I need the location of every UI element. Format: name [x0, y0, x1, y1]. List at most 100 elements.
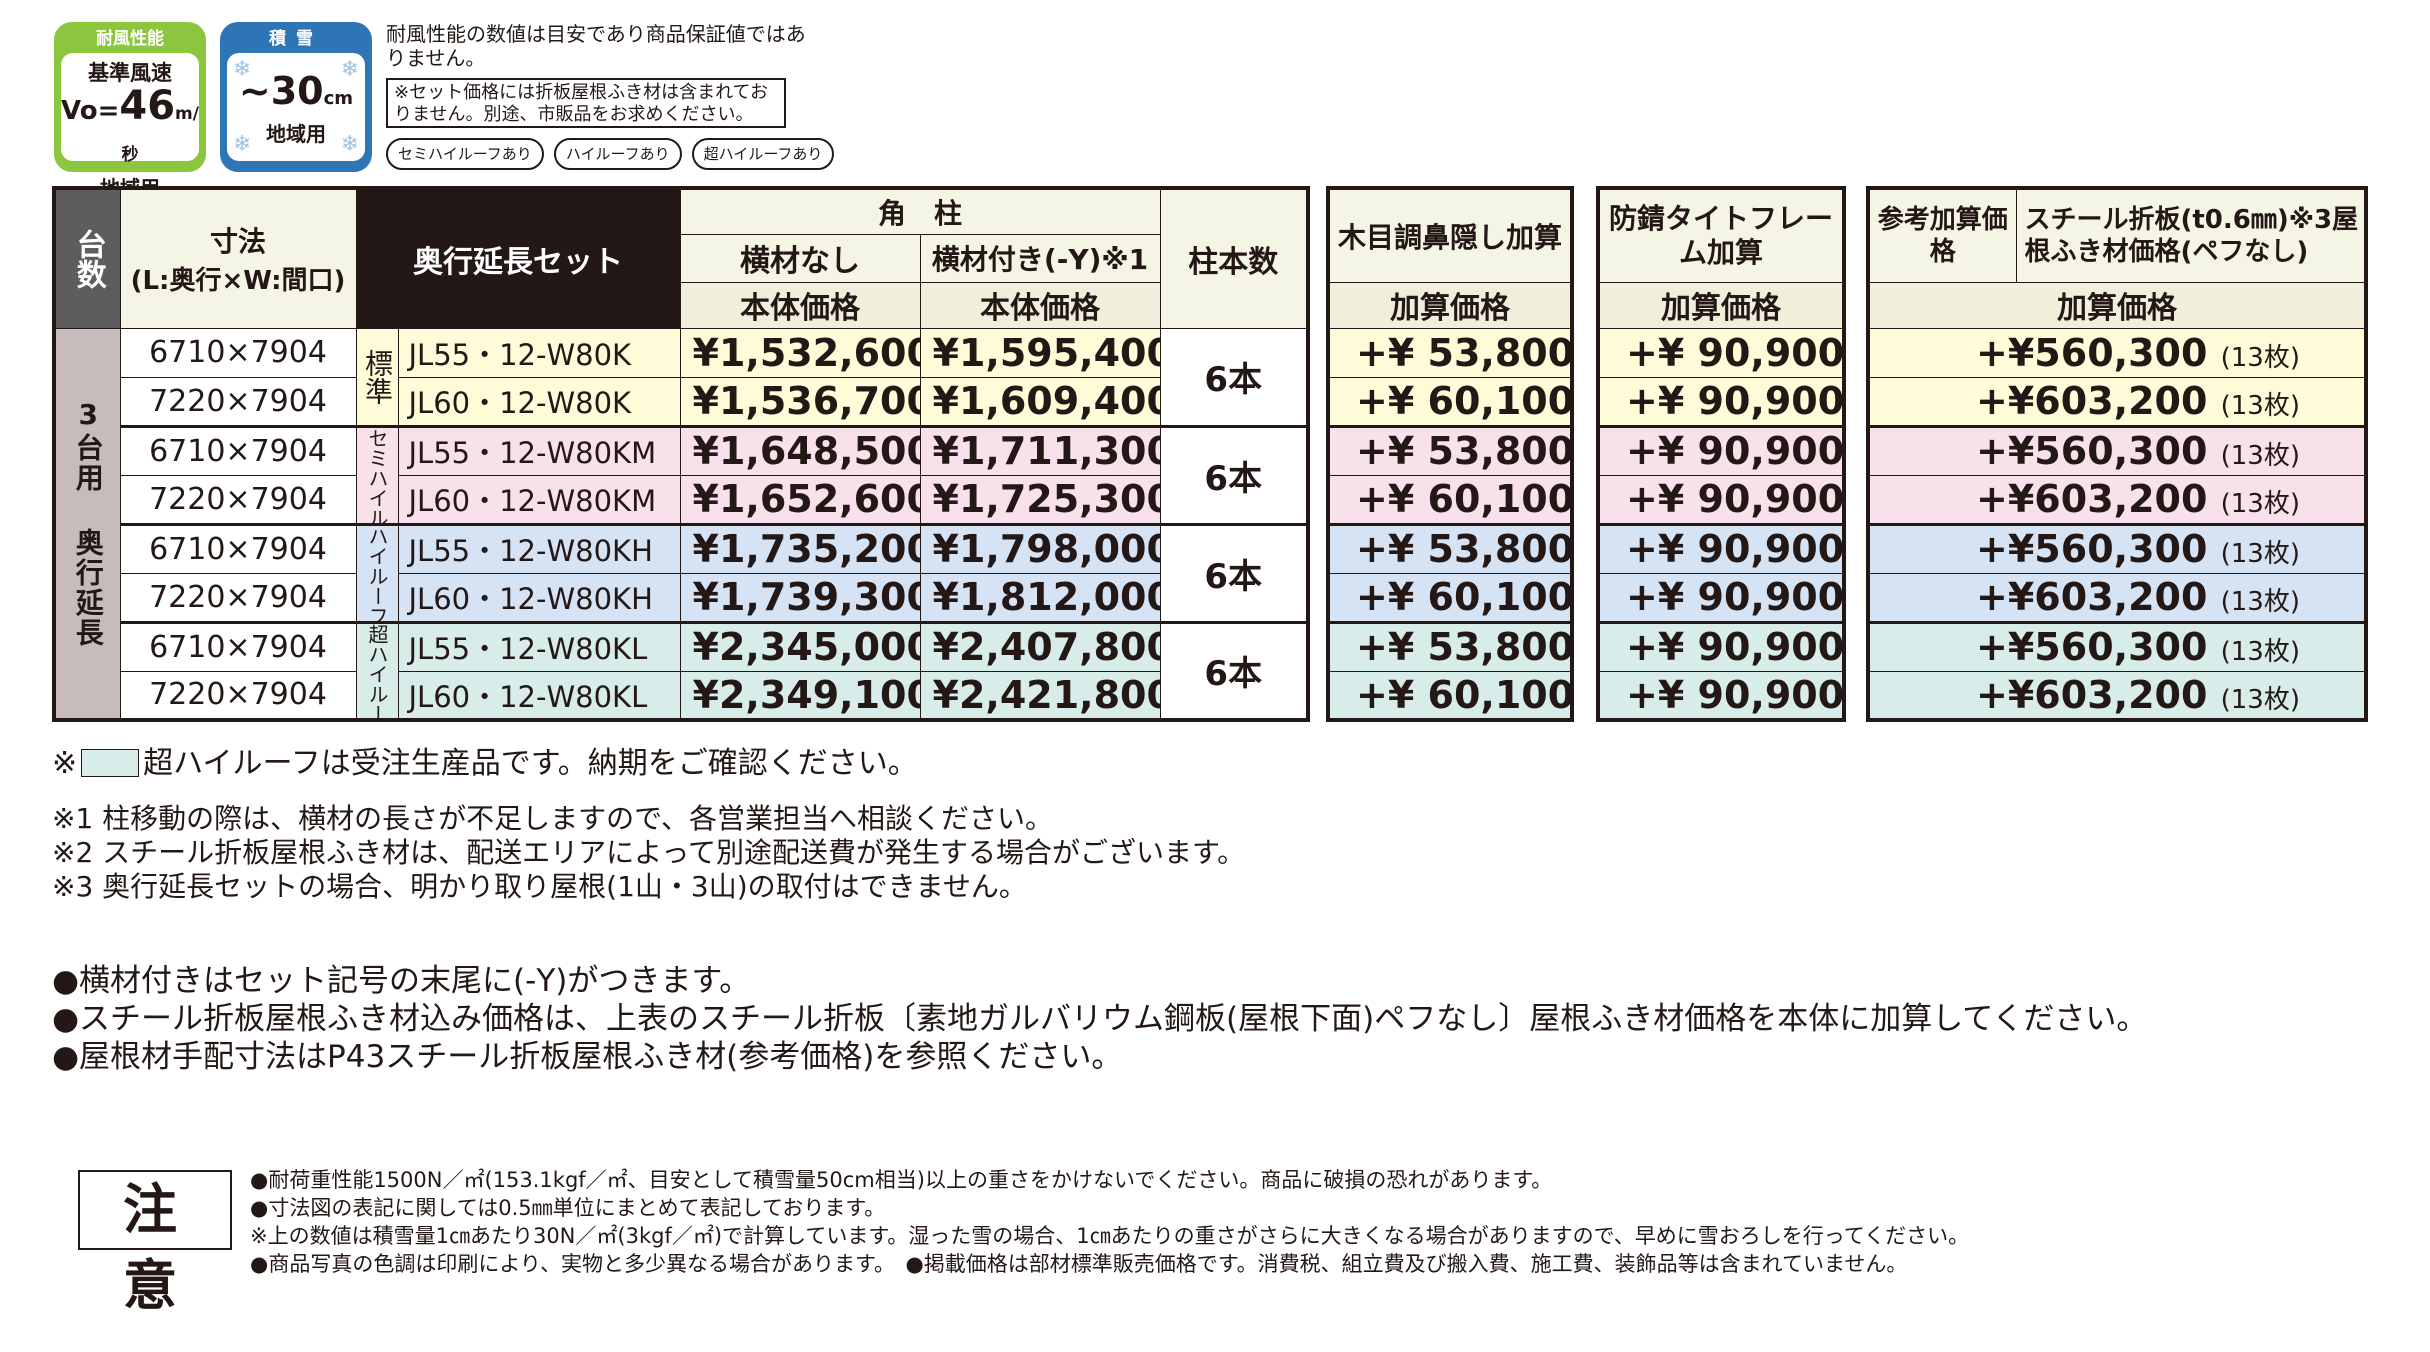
steel-roof-price-cell: +¥603,200 (13枚)	[1867, 376, 2367, 427]
steel-roof-price: +¥603,200	[1976, 379, 2208, 423]
price-with-beam: ¥1,595,400	[919, 327, 1161, 378]
rust-frame-sub-header: 加算価格	[1597, 281, 1845, 329]
steel-roof-price-cell: +¥603,200 (13枚)	[1867, 474, 2367, 525]
header-square-post: 角 柱	[679, 187, 1161, 235]
set-code: JL55・12-W80KM	[397, 424, 681, 476]
steel-roof-price: +¥603,200	[1976, 477, 2208, 521]
post-count: 6本	[1159, 327, 1309, 427]
price-no-beam: ¥2,345,000	[679, 620, 921, 672]
header-dimensions-sub: (L:奥行×W:間口)	[130, 266, 346, 297]
reference-price-label: 参考加算価格	[1867, 187, 2017, 283]
wood-trim-sub-header: 加算価格	[1327, 281, 1573, 329]
header-dimensions-title: 寸法	[209, 225, 266, 259]
snow-badge-caption: 積雪	[269, 29, 323, 49]
steel-roof-qty: (13枚)	[2220, 637, 2300, 667]
set-code: JL55・12-W80K	[397, 327, 681, 378]
color-swatch	[81, 748, 140, 777]
set-code: JL60・12-W80K	[397, 376, 681, 427]
price-no-beam: ¥1,536,700	[679, 376, 921, 427]
roof-type-label: 超ハイルーフ	[355, 620, 399, 721]
dimension-cell: 7220×7904	[119, 376, 357, 427]
roof-type-label: ハイルーフ	[355, 522, 399, 623]
steel-roof-price-cell: +¥603,200 (13枚)	[1867, 572, 2367, 623]
tag-semi-high-roof: セミハイルーフあり	[386, 138, 544, 170]
bullet-note-3: ●屋根材手配寸法はP43スチール折板屋根ふき材(参考価格)を参照ください。	[52, 1039, 1123, 1075]
wood-trim-table: 木目調鼻隠し加算 加算価格 +¥ 53,800 +¥ 60,100 +¥ 53,…	[1326, 186, 1574, 722]
super-high-roof-note: ※ 超ハイルーフは受注生産品です。納期をご確認ください。	[52, 746, 918, 781]
main-price-table: 台数 寸法 (L:奥行×W:間口) 奥行延長セット 角 柱 柱本数 横材なし 横材…	[52, 186, 1311, 722]
set-code: JL55・12-W80KH	[397, 522, 681, 574]
rust-frame-price: +¥ 90,900	[1597, 620, 1845, 672]
steel-roof-price-cell: +¥560,300 (13枚)	[1867, 522, 2367, 574]
set-code: JL60・12-W80KL	[397, 670, 681, 721]
header-dimensions: 寸法 (L:奥行×W:間口)	[119, 187, 357, 329]
steel-roof-qty: (13枚)	[2220, 391, 2300, 421]
caution-note-1: ●耐荷重性能1500N／㎡(153.1kgf／㎡、目安として積雪量50cm相当)…	[250, 1168, 1553, 1192]
wind-badge-value-line: Vo=46m/秒	[61, 86, 199, 174]
snowflake-icon: ❄	[233, 57, 252, 82]
price-with-beam: ¥1,609,400	[919, 376, 1161, 427]
rust-frame-price: +¥ 90,900	[1597, 424, 1845, 476]
price-no-beam: ¥1,739,300	[679, 572, 921, 623]
post-count: 6本	[1159, 424, 1309, 525]
steel-roof-price-cell: +¥560,300 (13枚)	[1867, 327, 2367, 378]
caution-note-3: ※上の数値は積雪量1㎝あたり30N／㎡(3kgf／㎡)で計算しています。湿った雪…	[250, 1224, 1970, 1248]
header-post-count: 柱本数	[1159, 187, 1309, 329]
wood-trim-price: +¥ 60,100	[1327, 474, 1573, 525]
footnotes: ※1 柱移動の際は、横材の長さが不足しますので、各営業担当へ相談ください。 ※2…	[52, 802, 1245, 904]
wood-trim-price: +¥ 53,800	[1327, 522, 1573, 574]
rust-frame-header: 防錆タイトフレーム加算	[1597, 187, 1845, 283]
snow-badge-line3: 地域用	[266, 122, 326, 146]
bullet-note-1: ●横材付きはセット記号の末尾に(-Y)がつきます。	[52, 963, 751, 999]
steel-roof-qty: (13枚)	[2220, 441, 2300, 471]
tag-high-roof: ハイルーフあり	[553, 138, 682, 170]
header-units: 台数	[53, 187, 121, 329]
caution-note-4: ●商品写真の色調は印刷により、実物と多少異なる場合があります。 ●掲載価格は部材…	[250, 1252, 1908, 1276]
wood-trim-price: +¥ 60,100	[1327, 376, 1573, 427]
steel-roof-price-cell: +¥560,300 (13枚)	[1867, 424, 2367, 476]
snowflake-icon: ❄	[340, 132, 359, 157]
steel-roof-price: +¥560,300	[1976, 625, 2208, 669]
roof-material-notice: ※セット価格には折板屋根ふき材は含まれておりません。別途、市販品をお求めください…	[386, 78, 786, 128]
footnote-2: ※2 スチール折板屋根ふき材は、配送エリアによって別途配送費が発生する場合がござ…	[52, 836, 1246, 869]
steel-roof-price: +¥560,300	[1976, 527, 2208, 571]
roof-option-tags: セミハイルーフあり ハイルーフあり 超ハイルーフあり	[386, 138, 835, 170]
snow-value: ~30	[238, 69, 324, 113]
rust-frame-price: +¥ 90,900	[1597, 474, 1845, 525]
wind-unit: m/秒	[121, 104, 199, 165]
steel-roof-price: +¥603,200	[1976, 672, 2208, 717]
steel-roof-price: +¥560,300	[1976, 429, 2208, 473]
steel-roof-qty: (13枚)	[2220, 684, 2300, 715]
steel-roof-price-cell: +¥560,300 (13枚)	[1867, 620, 2367, 672]
bullet-note-2: ●スチール折板屋根ふき材込み価格は、上表のスチール折板〔素地ガルバリウム鋼板(屋…	[52, 1001, 2148, 1037]
steel-roof-qty: (13枚)	[2220, 489, 2300, 519]
price-no-beam: ¥2,349,100	[679, 670, 921, 721]
footnote-3: ※3 奥行延長セットの場合、明かり取り屋根(1山・3山)の取付はできません。	[52, 870, 1027, 903]
post-count: 6本	[1159, 620, 1309, 721]
roof-type-label: 標準	[355, 327, 399, 427]
footnote-1: ※1 柱移動の際は、横材の長さが不足しますので、各営業担当へ相談ください。	[52, 802, 1054, 835]
rust-frame-price: +¥ 90,900	[1597, 327, 1845, 378]
caution-notes: ●耐荷重性能1500N／㎡(153.1kgf／㎡、目安として積雪量50cm相当)…	[250, 1166, 1969, 1278]
price-no-beam: ¥1,652,600	[679, 474, 921, 525]
caution-title: 注 意	[78, 1170, 232, 1317]
set-code: JL55・12-W80KL	[397, 620, 681, 672]
price-with-beam: ¥1,711,300	[919, 424, 1161, 476]
header-base-price: 本体価格	[919, 281, 1161, 329]
dimension-cell: 6710×7904	[119, 522, 357, 574]
rust-frame-price: +¥ 90,900	[1597, 376, 1845, 427]
snow-load-badge: 積雪 ❄ ❄ ❄ ❄ ~30cm 地域用	[220, 22, 372, 172]
wood-trim-header: 木目調鼻隠し加算	[1327, 187, 1573, 283]
caution-note-2: ●寸法図の表記に関しては0.5㎜単位にまとめて表記しております。	[250, 1196, 886, 1220]
dimension-cell: 7220×7904	[119, 670, 357, 721]
price-no-beam: ¥1,648,500	[679, 424, 921, 476]
roof-type-label: セミハイルーフ	[355, 424, 399, 525]
wood-trim-price: +¥ 60,100	[1327, 670, 1573, 721]
wood-trim-price: +¥ 53,800	[1327, 620, 1573, 672]
post-count: 6本	[1159, 522, 1309, 623]
wood-trim-price: +¥ 60,100	[1327, 572, 1573, 623]
header-no-beam: 横材なし	[679, 233, 921, 283]
snowflake-icon: ❄	[233, 132, 252, 157]
category-label: 3台用 奥行延長	[53, 327, 121, 721]
wood-trim-price: +¥ 53,800	[1327, 424, 1573, 476]
